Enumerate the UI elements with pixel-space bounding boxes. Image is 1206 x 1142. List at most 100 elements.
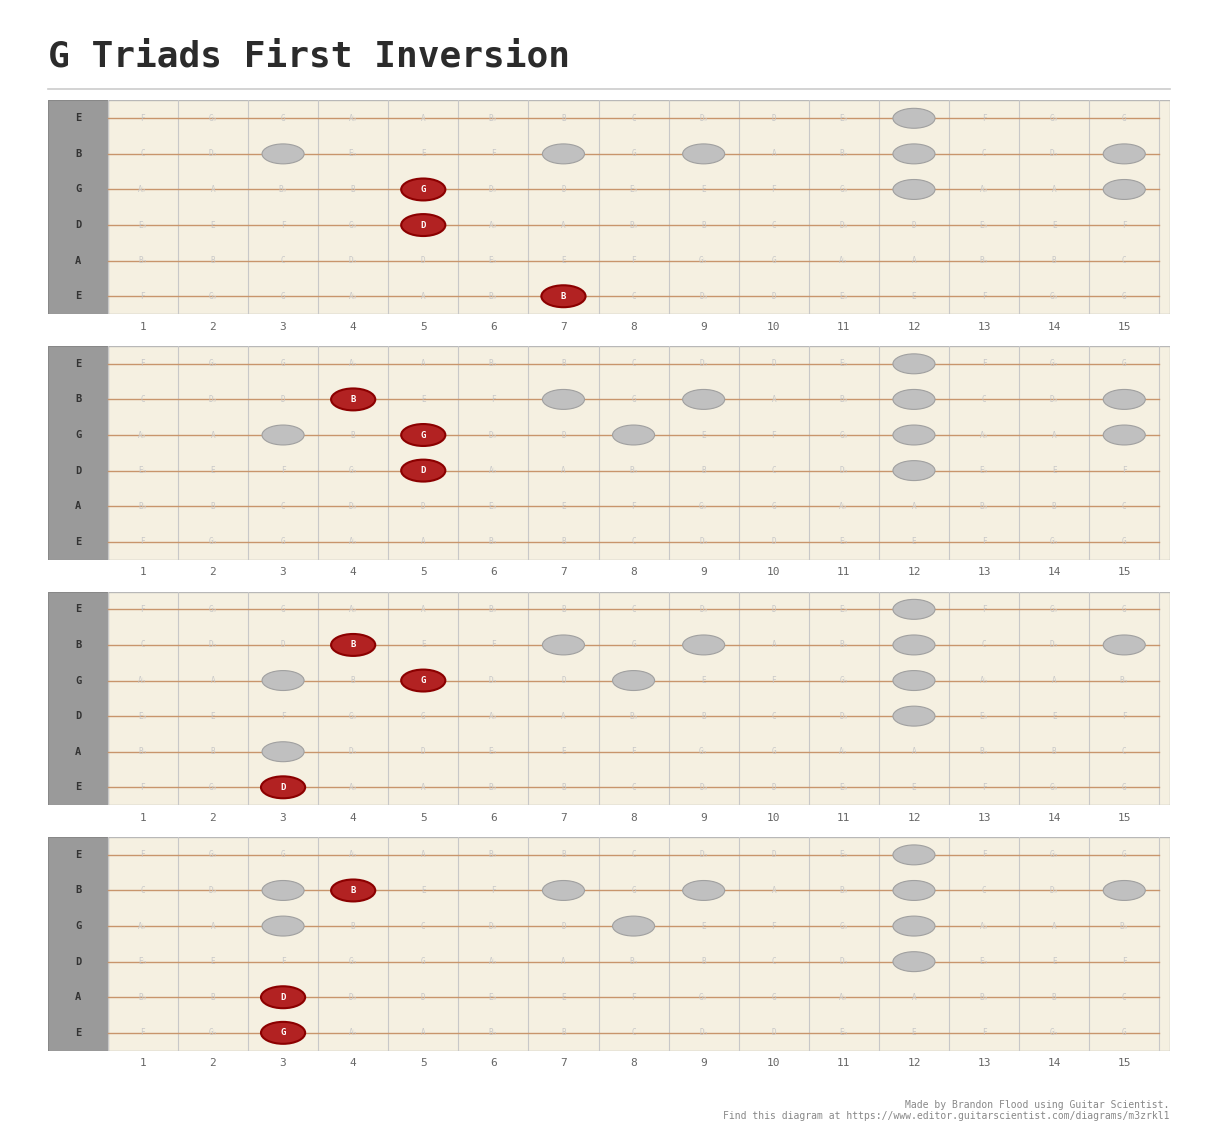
Text: B: B — [912, 395, 917, 404]
Text: C: C — [631, 605, 636, 614]
Text: F: F — [491, 641, 496, 650]
Text: F: F — [491, 150, 496, 159]
Text: C: C — [421, 922, 426, 931]
Text: E♭: E♭ — [139, 466, 147, 475]
Text: E: E — [1052, 220, 1056, 230]
Text: 7: 7 — [560, 1059, 567, 1069]
Text: E: E — [211, 220, 216, 230]
Text: A♭: A♭ — [139, 676, 147, 685]
Text: G♭: G♭ — [839, 431, 849, 440]
Text: B: B — [351, 922, 356, 931]
Text: C: C — [772, 220, 777, 230]
Text: G: G — [1122, 782, 1126, 791]
Text: G♭: G♭ — [839, 922, 849, 931]
Text: B: B — [75, 885, 81, 895]
Text: 9: 9 — [701, 568, 707, 578]
Text: G: G — [281, 114, 286, 123]
Text: B: B — [561, 782, 566, 791]
Text: B: B — [561, 537, 566, 546]
Text: B♭: B♭ — [979, 501, 989, 510]
Text: A: A — [421, 605, 426, 614]
Text: B: B — [351, 395, 356, 404]
Text: E♭: E♭ — [839, 360, 849, 369]
Text: A♭: A♭ — [839, 256, 849, 265]
Text: C: C — [631, 360, 636, 369]
Text: C: C — [281, 747, 286, 756]
Text: B♭: B♭ — [1119, 922, 1129, 931]
Text: C: C — [982, 395, 987, 404]
Text: 10: 10 — [767, 813, 780, 823]
Text: E♭: E♭ — [630, 431, 638, 440]
Text: B♭: B♭ — [1119, 676, 1129, 685]
Text: E♭: E♭ — [488, 256, 498, 265]
Text: B♭: B♭ — [139, 501, 147, 510]
Text: D♭: D♭ — [839, 220, 849, 230]
Text: B: B — [561, 1028, 566, 1037]
Text: F: F — [982, 537, 987, 546]
Text: B♭: B♭ — [630, 957, 638, 966]
Text: 3: 3 — [280, 813, 287, 823]
Text: A: A — [1052, 922, 1056, 931]
Text: A: A — [75, 501, 81, 512]
Text: B: B — [912, 886, 917, 895]
Ellipse shape — [892, 916, 935, 936]
Ellipse shape — [892, 600, 935, 619]
Text: E: E — [912, 537, 917, 546]
Text: E: E — [912, 1028, 917, 1037]
Ellipse shape — [332, 634, 375, 656]
Text: G: G — [1122, 851, 1126, 860]
Ellipse shape — [1103, 425, 1146, 445]
Text: D: D — [75, 957, 81, 966]
Text: G♭: G♭ — [699, 256, 708, 265]
Text: B♭: B♭ — [488, 114, 498, 123]
Text: B: B — [702, 957, 706, 966]
Text: C: C — [631, 782, 636, 791]
Ellipse shape — [892, 706, 935, 726]
Text: C: C — [631, 851, 636, 860]
Text: B♭: B♭ — [979, 992, 989, 1002]
Text: 4: 4 — [350, 813, 357, 823]
Text: D♭: D♭ — [209, 886, 217, 895]
Text: B♭: B♭ — [630, 466, 638, 475]
Ellipse shape — [613, 670, 655, 691]
Ellipse shape — [543, 389, 585, 409]
Text: A: A — [561, 220, 566, 230]
Text: G♭: G♭ — [209, 605, 217, 614]
Text: 3: 3 — [280, 322, 287, 332]
Text: F: F — [631, 747, 636, 756]
Text: G: G — [1122, 114, 1126, 123]
Text: A♭: A♭ — [979, 185, 989, 194]
Text: A♭: A♭ — [139, 922, 147, 931]
Text: A: A — [211, 922, 216, 931]
Text: B: B — [351, 431, 356, 440]
Text: D♭: D♭ — [349, 256, 358, 265]
Text: C: C — [772, 466, 777, 475]
Text: A: A — [75, 256, 81, 266]
Text: 1: 1 — [140, 813, 146, 823]
Text: G♭: G♭ — [349, 711, 358, 721]
Text: F: F — [982, 605, 987, 614]
Text: C: C — [281, 992, 286, 1002]
Text: G♭: G♭ — [209, 1028, 217, 1037]
Text: G: G — [281, 851, 286, 860]
Ellipse shape — [892, 635, 935, 654]
Ellipse shape — [892, 670, 935, 691]
Text: D: D — [421, 992, 426, 1002]
Text: E♭: E♭ — [839, 851, 849, 860]
Text: E♭: E♭ — [349, 641, 358, 650]
Text: B♭: B♭ — [839, 641, 849, 650]
Text: B: B — [1052, 501, 1056, 510]
Ellipse shape — [683, 389, 725, 409]
Text: C: C — [421, 185, 426, 194]
Text: E♭: E♭ — [839, 537, 849, 546]
Text: G♭: G♭ — [699, 747, 708, 756]
Text: 2: 2 — [210, 813, 216, 823]
Text: G Triads First Inversion: G Triads First Inversion — [48, 40, 570, 74]
Text: B♭: B♭ — [488, 291, 498, 300]
Text: D: D — [1122, 150, 1126, 159]
Text: A: A — [75, 747, 81, 757]
Text: G♭: G♭ — [558, 395, 568, 404]
Bar — [48, 592, 107, 805]
Text: D♭: D♭ — [349, 747, 358, 756]
Text: B: B — [561, 851, 566, 860]
